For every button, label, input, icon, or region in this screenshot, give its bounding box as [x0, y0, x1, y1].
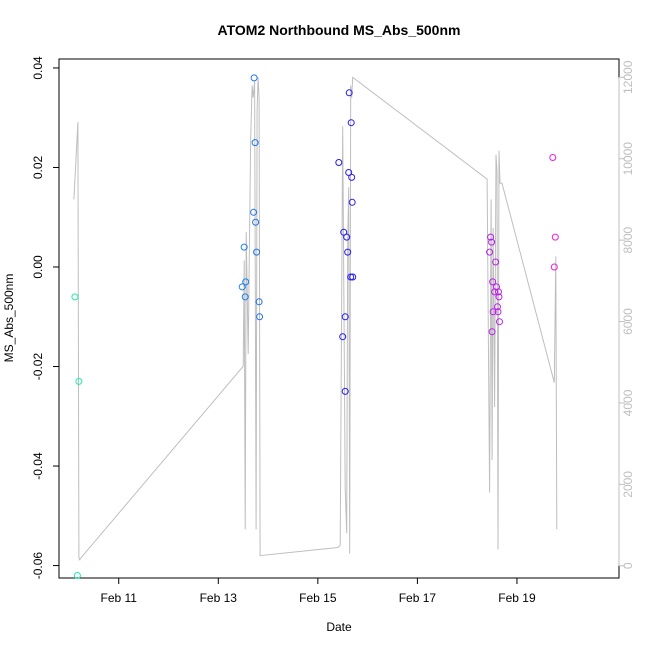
- y-tick-label: -0.02: [31, 353, 45, 381]
- data-point: [252, 218, 260, 226]
- data-point: [256, 313, 264, 321]
- plot-frame: [58, 58, 620, 579]
- data-point: [345, 89, 353, 97]
- x-tick-label: Feb 13: [200, 591, 238, 605]
- data-point: [347, 273, 355, 281]
- data-point: [494, 303, 501, 311]
- y-axis-right: 0 2000 4000 6000 8000 10000 12000: [618, 60, 635, 569]
- y2-tick-label: 0: [621, 562, 635, 569]
- x-tick-label: Feb 17: [399, 591, 437, 605]
- data-point: [250, 74, 258, 82]
- y-tick-label: 0.04: [31, 56, 45, 80]
- primary-point-series: [71, 74, 559, 579]
- data-point: [253, 248, 261, 256]
- data-point: [347, 119, 355, 127]
- y2-tick-label: 4000: [621, 389, 635, 416]
- data-point: [251, 139, 259, 147]
- data-point: [551, 233, 559, 241]
- data-point: [344, 248, 352, 256]
- y2-tick-label: 10000: [621, 142, 635, 176]
- x-tick-label: Feb 15: [299, 591, 337, 605]
- data-point: [345, 169, 353, 176]
- data-point: [495, 293, 503, 301]
- data-point: [250, 208, 258, 216]
- data-point: [487, 233, 495, 241]
- data-point: [339, 333, 347, 341]
- x-tick-label: Feb 11: [100, 591, 137, 605]
- data-point: [240, 243, 248, 251]
- data-point: [348, 173, 356, 181]
- x-tick-label: Feb 19: [498, 591, 536, 605]
- secondary-line-series: [73, 76, 558, 561]
- data-point: [71, 293, 79, 301]
- y2-tick-label: 2000: [621, 471, 635, 498]
- y2-tick-label: 8000: [621, 226, 635, 253]
- data-point: [341, 313, 349, 321]
- data-point: [488, 328, 496, 336]
- data-point: [494, 308, 502, 316]
- data-point: [238, 283, 246, 291]
- x-axis: Feb 11 Feb 13 Feb 15 Feb 17 Feb 19: [100, 577, 536, 605]
- y-axis: -0.06 -0.04 -0.02 0.00 0.02 0.04: [31, 56, 60, 580]
- data-point: [550, 263, 558, 271]
- data-point: [349, 273, 357, 281]
- y2-tick-label: 6000: [621, 308, 635, 335]
- data-point: [335, 159, 343, 166]
- data-point: [340, 228, 348, 236]
- data-point: [495, 288, 502, 296]
- data-point: [549, 154, 557, 161]
- data-point: [489, 278, 497, 286]
- data-point: [348, 198, 356, 206]
- y-tick-label: -0.04: [31, 452, 45, 480]
- data-point: [486, 248, 494, 256]
- data-point: [488, 238, 496, 246]
- data-point: [492, 258, 500, 266]
- x-axis-label: Date: [326, 620, 352, 634]
- y-tick-label: 0.02: [31, 155, 45, 179]
- data-point: [343, 233, 351, 241]
- data-point: [73, 572, 81, 579]
- data-point: [341, 387, 349, 395]
- chart-title: ATOM2 Northbound MS_Abs_500nm: [218, 22, 461, 38]
- secondary-line: [73, 76, 558, 561]
- y-tick-label: -0.06: [31, 552, 45, 580]
- y-axis-label: MS_Abs_500nm: [2, 274, 16, 363]
- data-point: [496, 318, 503, 326]
- data-point: [242, 278, 250, 286]
- data-point: [255, 298, 263, 306]
- data-point: [241, 293, 249, 301]
- y2-tick-label: 12000: [621, 60, 635, 94]
- y-tick-label: 0.00: [31, 255, 45, 279]
- data-point: [489, 308, 497, 316]
- data-point: [75, 377, 83, 385]
